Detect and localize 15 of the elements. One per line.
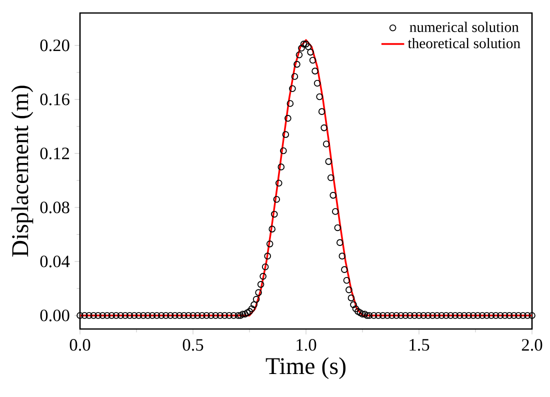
legend-label: theoretical solution [408, 38, 520, 48]
y-axis-title: Displacement (m) [11, 86, 34, 257]
x-tick-label: 1.0 [296, 339, 316, 351]
y-tick-label: 0.04 [40, 256, 70, 268]
y-tick-label: 0.12 [40, 148, 70, 160]
x-tick-label: 0.5 [182, 339, 204, 351]
x-axis-title: Time (s) [266, 357, 346, 380]
x-tick-label: 2.0 [522, 339, 542, 351]
x-tick-label: 1.5 [410, 339, 430, 351]
x-tick-label: 0.0 [70, 339, 90, 351]
y-tick-label: 0.08 [40, 202, 70, 214]
y-tick-label: 0.00 [40, 310, 70, 322]
y-tick-label: 0.16 [40, 94, 70, 106]
legend-label: numerical solution [410, 22, 519, 32]
y-tick-label: 0.20 [40, 40, 70, 52]
